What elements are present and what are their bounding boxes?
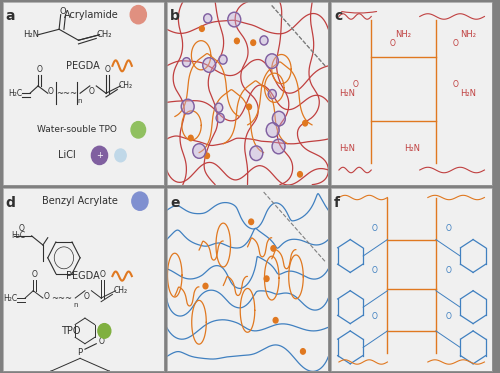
Circle shape (216, 113, 224, 123)
Text: O: O (84, 292, 89, 301)
Text: CH₂: CH₂ (118, 81, 132, 90)
Text: Benzyl Acrylate: Benzyl Acrylate (42, 196, 118, 206)
Circle shape (115, 149, 126, 162)
Text: ~~~: ~~~ (51, 294, 72, 303)
Circle shape (266, 123, 279, 137)
Circle shape (181, 99, 194, 114)
Circle shape (271, 246, 276, 251)
Circle shape (204, 153, 210, 159)
Text: a: a (6, 9, 15, 23)
Text: NH₂: NH₂ (396, 30, 411, 39)
Text: O: O (60, 6, 66, 16)
Text: H₂N: H₂N (404, 144, 419, 153)
Circle shape (272, 139, 285, 154)
Circle shape (298, 172, 302, 177)
Circle shape (273, 317, 278, 323)
Text: O: O (36, 65, 43, 74)
Text: H₂N: H₂N (339, 144, 355, 153)
Text: n: n (73, 303, 78, 308)
Text: O: O (452, 79, 458, 89)
Text: O: O (104, 65, 110, 74)
Circle shape (200, 26, 204, 31)
Circle shape (188, 135, 193, 141)
Circle shape (228, 12, 240, 27)
Text: b: b (170, 9, 180, 23)
Circle shape (246, 104, 252, 110)
Circle shape (131, 122, 146, 138)
Text: O: O (19, 224, 25, 233)
Circle shape (264, 276, 269, 282)
Circle shape (300, 349, 306, 354)
Text: H₂C: H₂C (12, 231, 26, 240)
Text: NH₂: NH₂ (460, 30, 476, 39)
Text: H₂N: H₂N (24, 30, 40, 39)
Text: n: n (78, 98, 82, 104)
Text: O: O (372, 224, 378, 233)
Circle shape (266, 54, 278, 69)
Text: O: O (390, 40, 395, 48)
Text: PEGDA: PEGDA (66, 61, 100, 71)
Text: Acrylamide: Acrylamide (64, 10, 119, 20)
Text: O: O (446, 266, 452, 275)
Text: O: O (32, 270, 38, 279)
Text: O: O (446, 224, 452, 233)
Text: O: O (48, 87, 54, 96)
Circle shape (250, 146, 263, 160)
Text: d: d (6, 196, 16, 210)
Text: O: O (372, 312, 378, 321)
Text: H₂C: H₂C (4, 294, 18, 303)
Text: O: O (88, 87, 94, 96)
Text: P: P (78, 348, 82, 357)
Text: c: c (334, 9, 342, 23)
Circle shape (132, 192, 148, 210)
Circle shape (268, 90, 276, 99)
Text: PEGDA: PEGDA (66, 271, 100, 281)
Circle shape (272, 111, 285, 126)
Text: CH₂: CH₂ (96, 30, 112, 39)
Text: CH₂: CH₂ (114, 286, 128, 295)
Circle shape (204, 14, 212, 23)
Text: LiCl: LiCl (58, 150, 76, 160)
Circle shape (203, 283, 208, 289)
Text: Water-souble TPO: Water-souble TPO (37, 125, 117, 134)
Text: O: O (98, 338, 104, 347)
Circle shape (202, 58, 215, 72)
Circle shape (192, 144, 205, 158)
Circle shape (234, 38, 240, 44)
Text: O: O (446, 312, 452, 321)
Circle shape (219, 55, 227, 64)
Text: +: + (96, 151, 103, 160)
Circle shape (182, 58, 190, 67)
Text: H₂N: H₂N (460, 89, 476, 98)
Text: H₂N: H₂N (339, 89, 355, 98)
Text: O: O (352, 79, 358, 89)
Text: TPO: TPO (60, 326, 80, 336)
Circle shape (130, 6, 146, 24)
Text: ~~~: ~~~ (56, 89, 77, 98)
Text: O: O (100, 270, 105, 279)
Circle shape (248, 219, 254, 225)
Circle shape (214, 103, 222, 112)
Text: O: O (452, 40, 458, 48)
Circle shape (92, 146, 108, 164)
Circle shape (98, 324, 111, 338)
Text: O: O (43, 292, 49, 301)
Circle shape (302, 120, 308, 126)
Circle shape (260, 36, 268, 45)
Text: e: e (170, 196, 179, 210)
Text: H₂C: H₂C (8, 89, 22, 98)
Text: f: f (334, 196, 340, 210)
Circle shape (251, 40, 256, 46)
Text: O: O (372, 266, 378, 275)
